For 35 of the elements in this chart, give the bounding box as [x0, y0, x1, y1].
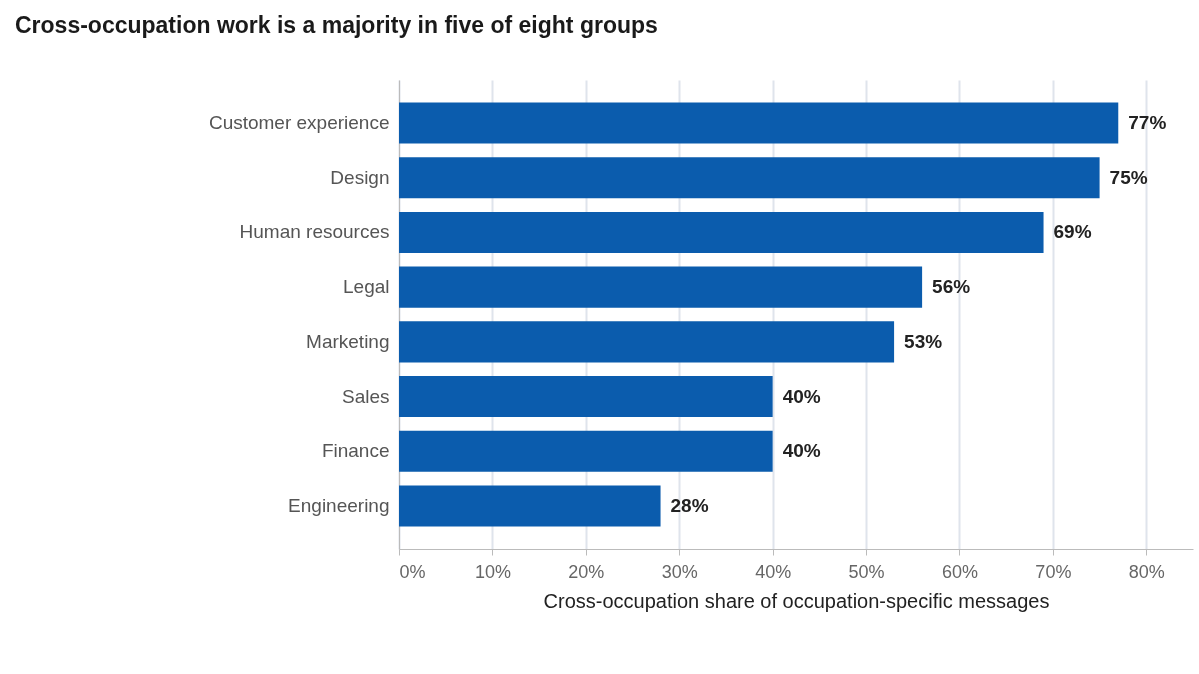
chart-title: Cross-occupation work is a majority in five of eight groups [15, 12, 658, 39]
data-label: 56% [932, 276, 971, 298]
y-tick-label: Marketing [306, 330, 390, 352]
x-axis-title: Cross-occupation share of occupation-specific messages [543, 589, 1050, 612]
data-label: 40% [782, 385, 821, 407]
y-tick-label: Customer experience [208, 111, 390, 133]
y-tick-label: Finance [321, 440, 390, 462]
bar [399, 376, 773, 418]
data-label: 77% [1128, 111, 1167, 133]
y-tick-label: Engineering [288, 495, 390, 517]
data-label: 69% [1053, 221, 1092, 243]
bar [399, 102, 1119, 144]
x-tick-label: 70% [1035, 561, 1072, 582]
y-tick-label: Sales [341, 385, 390, 407]
data-label: 75% [1109, 166, 1148, 188]
y-tick-label: Design [330, 166, 390, 188]
x-tick-label: 0% [399, 561, 426, 582]
bar [399, 321, 895, 363]
data-label: 53% [904, 330, 943, 352]
bar [399, 430, 773, 472]
bar [399, 157, 1100, 199]
y-tick-label: Legal [343, 276, 390, 298]
bar [399, 266, 923, 308]
x-tick-label: 60% [941, 561, 978, 582]
bar [399, 485, 661, 527]
y-tick-label: Human resources [239, 221, 390, 243]
x-tick-label: 40% [755, 561, 792, 582]
x-tick-label: 30% [661, 561, 698, 582]
data-label: 40% [782, 440, 821, 462]
x-tick-label: 80% [1128, 561, 1165, 582]
x-tick-label: 20% [568, 561, 605, 582]
x-tick-label: 50% [848, 561, 885, 582]
bar [399, 211, 1044, 253]
data-label: 28% [670, 495, 709, 517]
x-tick-label: 10% [474, 561, 511, 582]
